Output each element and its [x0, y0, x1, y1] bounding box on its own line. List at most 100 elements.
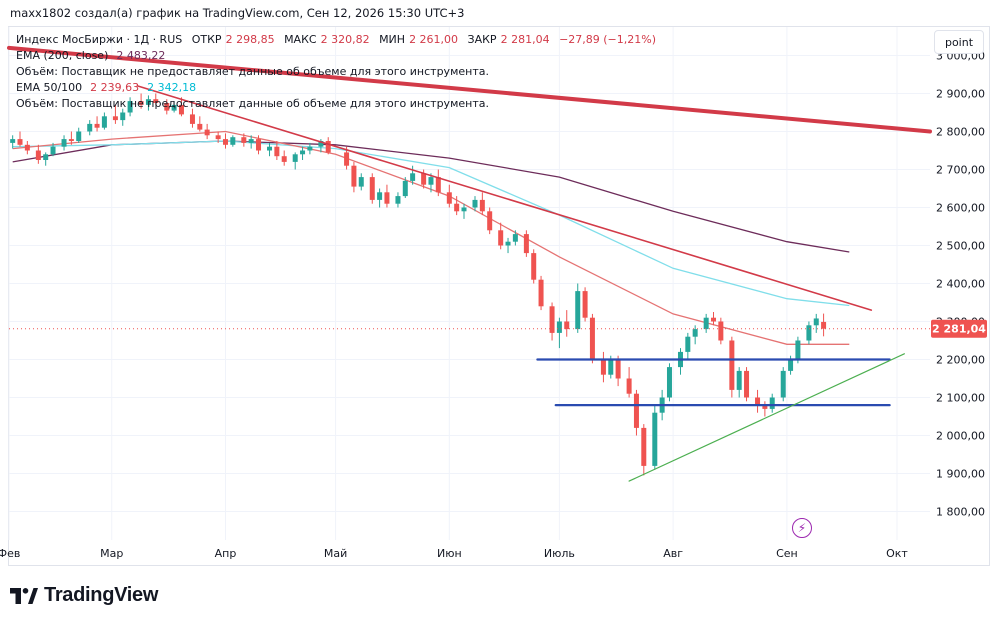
- symbol-name: Индекс МосБиржи · 1Д · RUS: [16, 33, 183, 46]
- candle-body: [164, 103, 170, 111]
- candle-body: [641, 427, 647, 466]
- candle-body: [479, 199, 485, 212]
- candle-body: [178, 104, 184, 115]
- candle-body: [692, 329, 698, 337]
- y-tick-label: 2 000,00: [936, 430, 985, 443]
- candle-body: [512, 234, 518, 242]
- candle-body: [35, 150, 41, 160]
- candle-body: [600, 359, 606, 375]
- y-tick-label: 2 600,00: [936, 202, 985, 215]
- candle-body: [626, 378, 632, 394]
- tradingview-logo-icon: [10, 587, 38, 604]
- candle-body: [204, 129, 210, 136]
- candle-body: [795, 340, 801, 360]
- candle-body: [755, 397, 761, 406]
- ema200-line: [12, 140, 850, 253]
- y-tick-label: 1 800,00: [936, 506, 985, 519]
- candle-body: [10, 139, 16, 143]
- resistance-long-line[interactable]: [7, 45, 932, 134]
- lightning-icon[interactable]: ⚡: [792, 518, 812, 538]
- candle-body: [120, 112, 126, 121]
- candle-body: [127, 101, 133, 113]
- candle-body: [806, 325, 812, 341]
- candle-body: [94, 123, 100, 128]
- candle-body: [498, 230, 504, 246]
- candle-body: [736, 370, 742, 390]
- x-tick-label: Окт: [886, 547, 908, 560]
- candle-body: [153, 99, 159, 103]
- candle-body: [87, 123, 93, 132]
- candle-body: [61, 139, 67, 147]
- ema100-value: 2 342,18: [147, 81, 197, 94]
- candle-body: [744, 370, 750, 398]
- candle-body: [454, 203, 460, 212]
- candle-body: [138, 101, 144, 105]
- candles: [10, 93, 827, 476]
- candle-body: [300, 150, 306, 155]
- low-value: 2 261,00: [409, 33, 459, 46]
- legend-ohlc: Индекс МосБиржи · 1Д · RUS ОТКР 2 298,85 …: [16, 33, 656, 46]
- candle-body: [351, 165, 357, 187]
- candle-body: [256, 139, 262, 151]
- ema50-value: 2 239,63: [90, 81, 140, 94]
- candle-body: [472, 199, 478, 208]
- legend-ema200: EMA (200, close) 2 483,22: [16, 49, 165, 62]
- candle-body: [531, 253, 537, 280]
- candle-body: [487, 211, 493, 231]
- candle-body: [344, 152, 350, 166]
- candle-body: [729, 340, 735, 390]
- candle-body: [435, 177, 441, 193]
- candle-body: [248, 139, 254, 143]
- candle-body: [189, 114, 195, 124]
- ema50100-label: EMA 50/100: [16, 81, 83, 94]
- ema50-line: [12, 130, 850, 345]
- drawings[interactable]: [7, 45, 932, 482]
- candle-body: [421, 173, 427, 185]
- y-tick-label: 2 700,00: [936, 164, 985, 177]
- y-tick-label: 2 400,00: [936, 278, 985, 291]
- low-label: МИН: [379, 33, 406, 46]
- candle-body: [523, 234, 529, 254]
- candle-body: [685, 336, 691, 352]
- candle-body: [68, 139, 74, 141]
- open-value: 2 298,85: [225, 33, 275, 46]
- candle-body: [788, 359, 794, 371]
- candle-body: [589, 317, 595, 360]
- candle-body: [222, 139, 228, 145]
- candle-body: [171, 104, 177, 111]
- candle-body: [564, 321, 570, 330]
- y-tick-label: 2 100,00: [936, 392, 985, 405]
- scale-mode-button[interactable]: point: [934, 30, 984, 54]
- x-tick-label: Апр: [215, 547, 237, 560]
- price-tag-label: 2 281,04: [932, 323, 986, 336]
- trend-up-line[interactable]: [628, 353, 905, 482]
- candle-body: [24, 144, 30, 151]
- legend-ema50-100: EMA 50/100 2 239,63 2 342,18: [16, 81, 196, 94]
- candle-body: [505, 241, 511, 246]
- y-tick-label: 2 200,00: [936, 354, 985, 367]
- candle-body: [377, 192, 383, 200]
- candle-body: [402, 180, 408, 197]
- volume-note-1: Объём: Поставщик не предоставляет данные…: [16, 65, 489, 78]
- grid: [8, 27, 930, 540]
- candle-body: [538, 279, 544, 307]
- attribution-text: maxx1802 создал(а) график на TradingView…: [10, 6, 465, 20]
- candle-body: [112, 116, 118, 121]
- candle-body: [556, 321, 562, 333]
- candle-body: [428, 177, 434, 185]
- y-tick-label: 2 500,00: [936, 240, 985, 253]
- candle-body: [780, 370, 786, 398]
- candle-body: [369, 177, 375, 200]
- resistance-short-line[interactable]: [136, 85, 873, 311]
- legend-volume-note-2: Объём: Поставщик не предоставляет данные…: [16, 97, 489, 110]
- y-tick-label: 2 900,00: [936, 88, 985, 101]
- candle-body: [395, 196, 401, 204]
- open-label: ОТКР: [191, 33, 222, 46]
- close-label: ЗАКР: [467, 33, 497, 46]
- candle-body: [281, 156, 287, 162]
- ema200-label: EMA (200, close): [16, 49, 109, 62]
- candle-body: [575, 291, 581, 330]
- x-tick-label: Май: [324, 547, 347, 560]
- brand-logo[interactable]: TradingView: [10, 584, 158, 607]
